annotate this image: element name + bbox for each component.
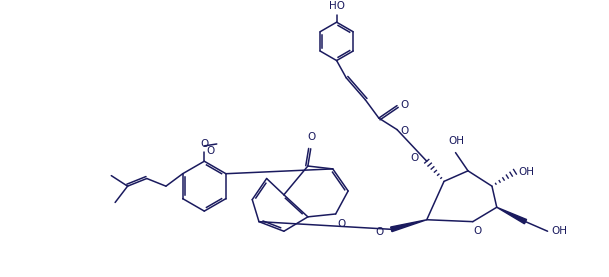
Text: OH: OH: [551, 226, 568, 236]
Polygon shape: [390, 220, 427, 232]
Text: O: O: [401, 100, 409, 110]
Text: O: O: [206, 146, 214, 156]
Text: O: O: [400, 125, 408, 135]
Text: OH: OH: [519, 167, 535, 177]
Text: O: O: [411, 153, 419, 163]
Text: O: O: [337, 219, 346, 229]
Polygon shape: [497, 207, 527, 224]
Text: O: O: [200, 139, 208, 149]
Text: O: O: [375, 227, 384, 237]
Text: O: O: [474, 226, 482, 237]
Text: OH: OH: [448, 136, 465, 146]
Text: HO: HO: [329, 1, 345, 11]
Text: O: O: [308, 132, 316, 142]
